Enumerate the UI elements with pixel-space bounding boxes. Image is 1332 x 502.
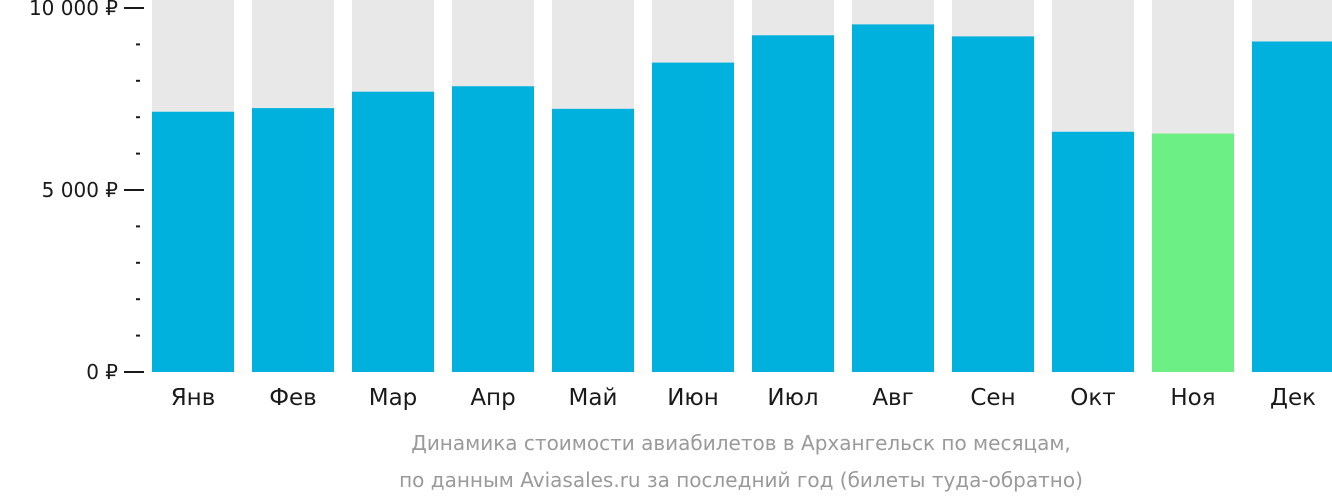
x-tick-label-4: Апр xyxy=(470,385,515,411)
bar-11[interactable] xyxy=(1152,133,1234,372)
bar-10[interactable] xyxy=(1052,131,1134,372)
bar-6[interactable] xyxy=(652,62,734,372)
chart-caption-line-2: по данным Aviasales.ru за последний год … xyxy=(399,468,1083,492)
chart-caption-line-1: Динамика стоимости авиабилетов в Арханге… xyxy=(411,431,1071,455)
y-tick-label-3: 10 000 ₽ xyxy=(29,0,118,20)
bar-7[interactable] xyxy=(752,35,834,373)
x-tick-label-1: Янв xyxy=(171,385,216,411)
x-tick-label-3: Мар xyxy=(369,385,418,411)
bar-1[interactable] xyxy=(152,111,234,373)
bar-2[interactable] xyxy=(252,108,334,372)
bar-4[interactable] xyxy=(452,86,534,372)
x-tick-label-11: Ноя xyxy=(1170,385,1215,411)
bar-5[interactable] xyxy=(552,108,634,372)
x-tick-label-10: Окт xyxy=(1070,385,1115,411)
y-tick-label-2: 5 000 ₽ xyxy=(42,178,119,202)
y-tick-label-1: 0 ₽ xyxy=(86,360,118,384)
x-tick-label-12: Дек xyxy=(1270,385,1316,411)
bar-9[interactable] xyxy=(952,36,1034,372)
bar-3[interactable] xyxy=(352,91,434,372)
x-tick-label-9: Сен xyxy=(970,385,1015,411)
x-tick-label-2: Фев xyxy=(269,385,317,411)
x-tick-label-5: Май xyxy=(569,385,618,411)
x-tick-label-6: Июн xyxy=(667,385,719,411)
bar-8[interactable] xyxy=(852,24,934,372)
x-tick-label-8: Авг xyxy=(872,385,913,411)
x-tick-label-7: Июл xyxy=(767,385,818,411)
bar-12[interactable] xyxy=(1252,41,1332,372)
